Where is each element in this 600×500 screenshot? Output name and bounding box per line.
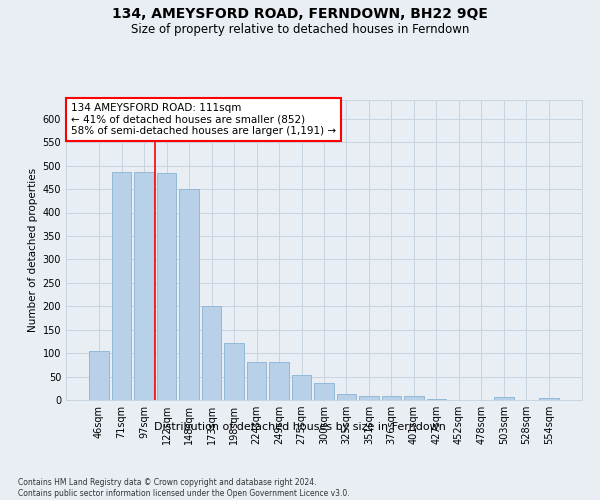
Text: Contains HM Land Registry data © Crown copyright and database right 2024.
Contai: Contains HM Land Registry data © Crown c… [18,478,350,498]
Bar [224,344,244,400]
Bar [292,374,311,400]
Text: Distribution of detached houses by size in Ferndown: Distribution of detached houses by size … [154,422,446,432]
Bar [427,399,446,400]
Bar [382,396,401,400]
Bar [202,306,221,400]
Bar [494,397,514,400]
Bar [314,383,334,400]
Text: 134 AMEYSFORD ROAD: 111sqm
← 41% of detached houses are smaller (852)
58% of sem: 134 AMEYSFORD ROAD: 111sqm ← 41% of deta… [71,103,336,136]
Bar [404,396,424,400]
Bar [269,362,289,400]
Bar [157,173,176,400]
Bar [179,188,199,400]
Bar [539,398,559,400]
Bar [359,396,379,400]
Y-axis label: Number of detached properties: Number of detached properties [28,168,38,332]
Text: 134, AMEYSFORD ROAD, FERNDOWN, BH22 9QE: 134, AMEYSFORD ROAD, FERNDOWN, BH22 9QE [112,8,488,22]
Bar [247,362,266,400]
Bar [89,351,109,400]
Bar [337,394,356,400]
Bar [112,172,131,400]
Text: Size of property relative to detached houses in Ferndown: Size of property relative to detached ho… [131,22,469,36]
Bar [134,172,154,400]
